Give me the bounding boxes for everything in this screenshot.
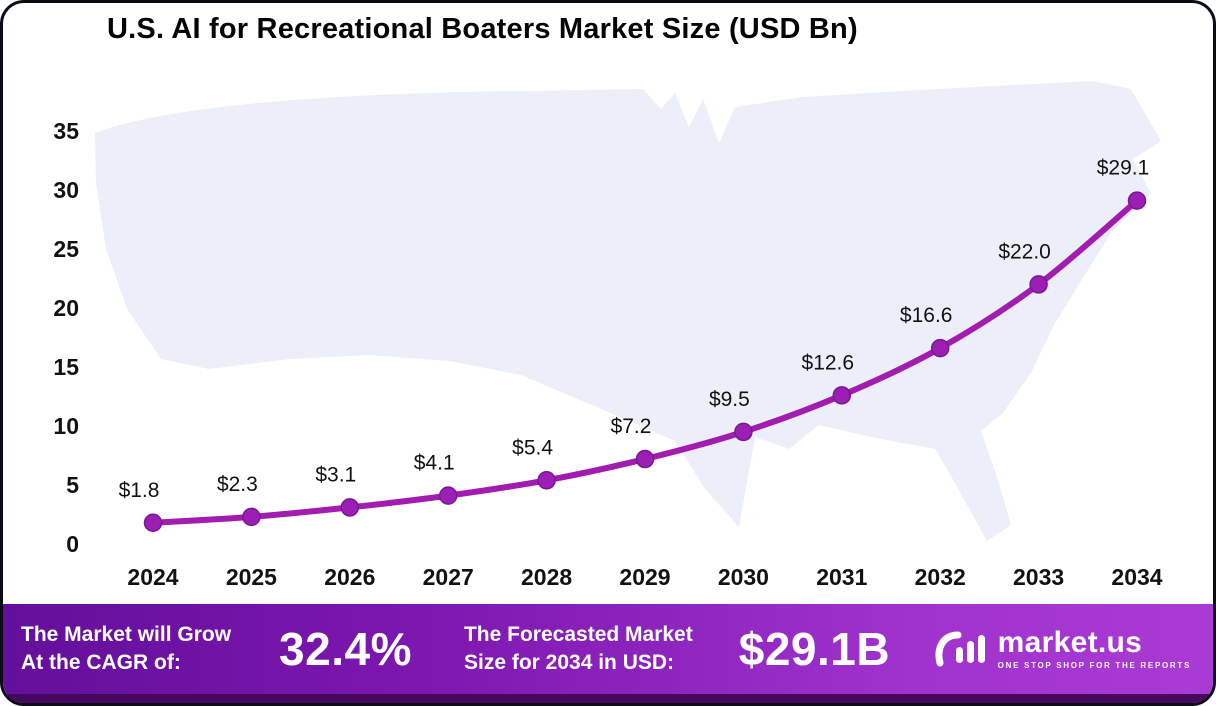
marketus-logo-icon — [935, 631, 985, 666]
cagr-label-line1: The Market will Grow — [21, 623, 232, 647]
data-point-label: $22.0 — [998, 240, 1051, 263]
forecast-label-line1: The Forecasted Market — [463, 623, 693, 647]
y-tick-label: 30 — [53, 177, 79, 203]
data-point-marker — [832, 386, 852, 405]
data-point-marker — [143, 513, 163, 533]
us-map-background — [95, 81, 1161, 541]
data-point-label: $3.1 — [315, 463, 356, 486]
data-point-label: $2.3 — [217, 473, 258, 496]
data-point-marker — [242, 507, 261, 527]
data-point-marker — [1029, 275, 1048, 294]
brand-name: market.us — [997, 625, 1143, 659]
x-tick-label: 2028 — [521, 564, 572, 590]
x-tick-label: 2034 — [1111, 564, 1162, 590]
data-point-marker — [537, 471, 556, 490]
forecast-value: $29.1B — [738, 622, 891, 675]
data-point-marker — [340, 498, 360, 517]
data-point-marker — [635, 449, 655, 469]
x-tick-label: 2032 — [915, 564, 966, 590]
marketus-logo: market.us ONE STOP SHOP FOR THE REPORTS — [934, 625, 1191, 670]
chart-title: U.S. AI for Recreational Boaters Market … — [107, 13, 858, 45]
data-point-label: $7.2 — [611, 415, 652, 438]
cagr-label: The Market will Grow At the CAGR of: — [21, 621, 231, 676]
y-tick-label: 20 — [53, 295, 79, 321]
data-point-marker — [930, 338, 950, 358]
x-tick-label: 2031 — [816, 564, 867, 590]
x-tick-label: 2024 — [127, 564, 178, 590]
data-point-marker — [438, 486, 458, 505]
cagr-value: 32.4% — [279, 622, 412, 675]
y-tick-label: 35 — [53, 118, 79, 144]
y-tick-label: 5 — [66, 472, 79, 498]
data-point-label: $1.8 — [119, 479, 160, 502]
y-tick-label: 25 — [53, 236, 79, 262]
y-tick-label: 15 — [53, 354, 79, 380]
data-point-label: $12.6 — [802, 351, 855, 374]
x-tick-label: 2026 — [324, 564, 375, 590]
data-point-marker — [734, 422, 753, 442]
data-point-marker — [1127, 191, 1147, 210]
data-point-label: $4.1 — [414, 452, 455, 475]
trend-line — [150, 197, 1140, 526]
x-tick-label: 2029 — [619, 564, 670, 590]
x-tick-label: 2033 — [1013, 564, 1064, 590]
data-point-label: $29.1 — [1097, 157, 1150, 180]
forecast-label: The Forecasted Market Size for 2034 in U… — [464, 621, 693, 676]
x-tick-label: 2027 — [423, 564, 474, 590]
cagr-label-line2: At the CAGR of: — [21, 650, 181, 674]
forecast-label-line2: Size for 2034 in USD: — [463, 650, 675, 674]
data-point-label: $9.5 — [709, 388, 750, 411]
data-point-label: $5.4 — [512, 436, 553, 459]
data-point-label: $16.6 — [900, 304, 953, 327]
footer-banner: The Market will Grow At the CAGR of: 32.… — [3, 604, 1213, 703]
marketus-logo-text: market.us ONE STOP SHOP FOR THE REPORTS — [997, 625, 1191, 670]
brand-tagline: ONE STOP SHOP FOR THE REPORTS — [997, 660, 1191, 670]
y-tick-label: 0 — [66, 531, 79, 557]
x-tick-label: 2025 — [226, 564, 277, 590]
y-tick-label: 10 — [53, 413, 79, 439]
x-tick-label: 2030 — [718, 564, 769, 590]
